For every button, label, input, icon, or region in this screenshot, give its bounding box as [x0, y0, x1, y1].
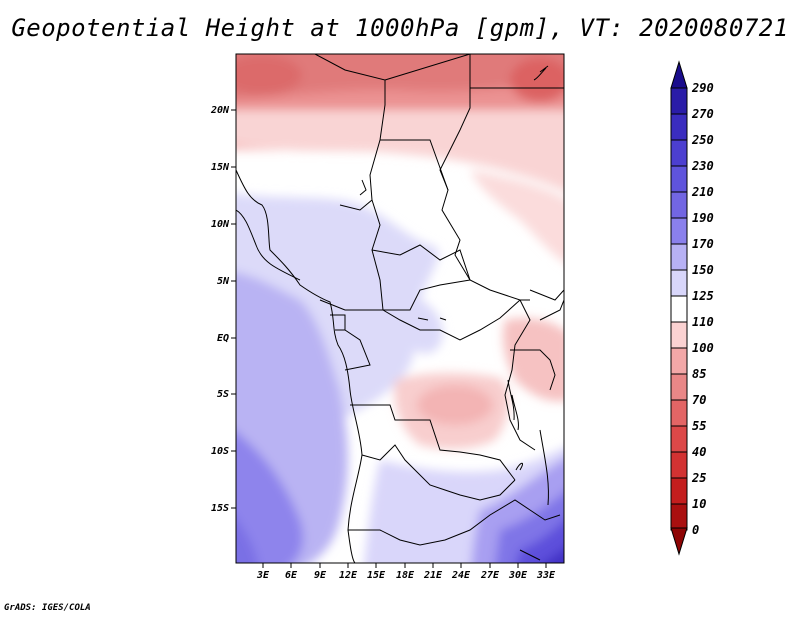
coastlines-borders	[236, 54, 564, 563]
colorbar-swatch	[670, 269, 688, 297]
lon-label-15e: 15E	[367, 570, 386, 581]
colorbar-bottom-triangle	[670, 527, 688, 556]
colorbar-label: 170	[692, 237, 714, 251]
lat-label-15n: 15N	[211, 162, 230, 173]
lon-label-27e: 27E	[480, 570, 500, 581]
lon-label-3e: 3E	[256, 570, 270, 581]
lon-label-21e: 21E	[423, 570, 443, 581]
lon-label-18e: 18E	[396, 570, 415, 581]
map-title: Geopotential Height at 1000hPa [gpm], VT…	[11, 14, 789, 42]
colorbar-label: 85	[692, 367, 706, 381]
lat-label-20n: 20N	[210, 105, 230, 116]
grads-credit: GrADS: IGES/COLA	[4, 603, 91, 613]
lon-label-6e: 6E	[285, 570, 298, 581]
colorbar-label: 190	[692, 211, 714, 225]
lat-label-15s: 15S	[211, 503, 229, 514]
colorbar-swatch	[670, 399, 688, 427]
colorbar-label: 40	[692, 445, 706, 459]
lon-label-30e: 30E	[508, 570, 528, 581]
colorbar-label: 125	[692, 289, 714, 303]
colorbar-swatch	[670, 295, 688, 323]
colorbar-swatch	[670, 425, 688, 453]
lat-label-10s: 10S	[211, 446, 229, 457]
colorbar-label: 210	[691, 185, 714, 199]
colorbar-label: 230	[691, 159, 714, 173]
colorbar-swatch	[670, 139, 688, 167]
colorbar-swatch	[670, 503, 688, 531]
colorbar-swatch	[670, 373, 688, 401]
lon-label-12e: 12E	[339, 570, 358, 581]
colorbar-label: 70	[692, 393, 706, 407]
lon-label-33e: 33E	[536, 570, 556, 581]
lat-label-5s: 5S	[217, 389, 229, 400]
colorbar-label: 290	[691, 81, 714, 95]
colorbar-swatch	[670, 321, 688, 349]
colorbar-label: 25	[691, 471, 706, 485]
colorbar-label: 250	[691, 133, 714, 147]
map-frame	[235, 53, 565, 564]
colorbar-top-triangle	[670, 60, 688, 89]
colorbar-swatch	[670, 451, 688, 479]
colorbar-swatch	[670, 243, 688, 271]
lon-label-9e: 9E	[314, 570, 327, 581]
colorbar-label: 270	[691, 107, 714, 121]
lat-label-5n: 5N	[217, 276, 230, 287]
colorbar-swatch	[670, 347, 688, 375]
colorbar-swatch	[670, 477, 688, 505]
colorbar: 290 270 250 230 210 190 170 150 125 110 …	[670, 60, 714, 556]
lat-label-eq: EQ	[217, 333, 229, 344]
colorbar-label: 100	[692, 341, 714, 355]
colorbar-label: 0	[692, 523, 699, 537]
colorbar-label: 10	[692, 497, 706, 511]
colorbar-label: 110	[692, 315, 714, 329]
lat-label-10n: 10N	[211, 219, 230, 230]
colorbar-swatch	[670, 217, 688, 245]
colorbar-swatch	[670, 87, 688, 115]
colorbar-label: 150	[692, 263, 714, 277]
lon-label-24e: 24E	[451, 570, 471, 581]
colorbar-swatch	[670, 191, 688, 219]
colorbar-swatch	[670, 165, 688, 193]
colorbar-label: 55	[692, 419, 706, 433]
colorbar-swatch	[670, 113, 688, 141]
